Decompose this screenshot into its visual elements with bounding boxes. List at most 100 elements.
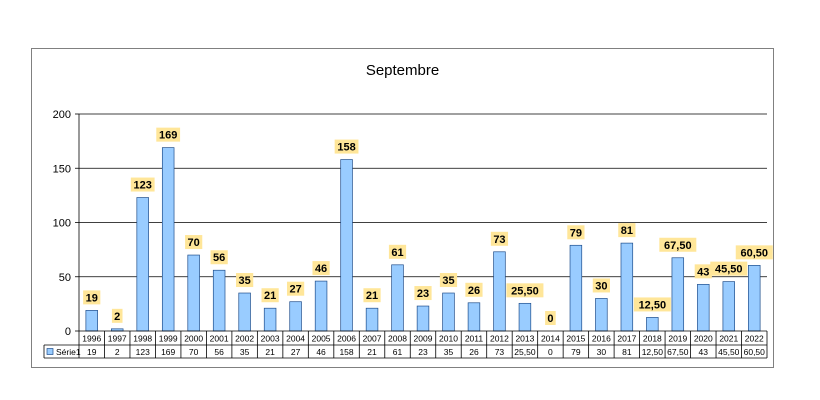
data-label-bg <box>592 278 610 293</box>
data-label-bg <box>185 235 203 250</box>
x-tick-label: 2014 <box>541 334 560 344</box>
data-label-bg <box>465 282 483 297</box>
x-tick-label: 2013 <box>515 334 534 344</box>
x-tick-label: 2001 <box>210 334 229 344</box>
x-tick-label: 2010 <box>439 334 458 344</box>
bar <box>289 301 302 332</box>
x-tick-label: 2000 <box>184 334 203 344</box>
data-label-bg <box>130 177 155 192</box>
chart-title: Septembre <box>365 62 440 79</box>
bar <box>136 197 149 332</box>
data-label-bg <box>334 139 359 154</box>
bar <box>569 244 583 332</box>
bar <box>748 265 761 332</box>
data-label: 56 <box>213 252 225 264</box>
x-tick-label: 2004 <box>286 334 305 344</box>
bar <box>722 281 735 332</box>
data-label-bg <box>83 290 101 305</box>
bar <box>212 269 226 332</box>
table-value: 43 <box>699 347 709 357</box>
data-label: 67,50 <box>664 240 692 252</box>
y-tick-label: 0 <box>65 326 71 338</box>
x-tick-label: 2016 <box>592 334 611 344</box>
data-label: 123 <box>134 180 152 192</box>
data-label-bg <box>210 250 228 265</box>
x-tick-label: 1999 <box>159 334 178 344</box>
table-value: 81 <box>622 347 632 357</box>
table-value: 27 <box>291 347 301 357</box>
data-label: 30 <box>595 280 607 292</box>
x-tick-label: 2009 <box>414 334 433 344</box>
x-tick-label: 2022 <box>745 334 764 344</box>
data-label: 19 <box>86 292 98 304</box>
table-value: 158 <box>339 347 353 357</box>
table-value: 46 <box>316 347 326 357</box>
data-label: 12,50 <box>639 299 667 311</box>
data-label-bg <box>567 225 585 240</box>
table-value: 12,50 <box>642 347 664 357</box>
x-tick-label: 2017 <box>617 334 636 344</box>
table-value: 23 <box>418 347 428 357</box>
x-tick-label: 2008 <box>388 334 407 344</box>
data-label-bg <box>506 283 544 298</box>
legend-series-name: Série1 <box>56 347 81 357</box>
data-label: 169 <box>159 130 177 142</box>
bar <box>340 159 353 332</box>
table-value: 21 <box>367 347 377 357</box>
data-label: 43 <box>697 266 709 278</box>
data-label-bg <box>312 261 330 276</box>
data-label-bg <box>439 273 458 288</box>
data-label-bg <box>694 264 712 279</box>
table-value: 123 <box>136 347 150 357</box>
data-label-bg <box>363 288 381 303</box>
data-label-bg <box>286 281 305 296</box>
data-label: 45,50 <box>715 264 743 276</box>
y-tick-label: 100 <box>53 218 71 230</box>
x-tick-label: 2021 <box>719 334 738 344</box>
bar <box>161 147 175 332</box>
table-value: 61 <box>393 347 403 357</box>
bar <box>646 317 659 332</box>
data-label-bg <box>735 245 773 260</box>
data-label-bg <box>156 127 181 142</box>
data-label: 23 <box>417 288 429 300</box>
bar <box>391 264 404 332</box>
data-label: 73 <box>493 234 505 246</box>
bar <box>314 280 328 332</box>
data-label-bg <box>261 288 279 303</box>
table-value: 21 <box>265 347 275 357</box>
data-label-bg <box>236 273 254 288</box>
data-label-bg <box>633 297 671 312</box>
x-tick-label: 1998 <box>133 334 152 344</box>
bar <box>238 292 251 332</box>
data-label-bg <box>490 231 509 246</box>
x-tick-label: 2003 <box>261 334 280 344</box>
x-tick-label: 2002 <box>235 334 254 344</box>
x-tick-label: 2018 <box>643 334 662 344</box>
bar <box>493 251 506 332</box>
table-value: 19 <box>87 347 97 357</box>
bar <box>518 302 532 332</box>
table-value: 0 <box>548 347 553 357</box>
data-label: 70 <box>188 237 200 249</box>
data-label: 35 <box>239 275 251 287</box>
bar <box>467 302 481 332</box>
data-label: 81 <box>621 225 633 237</box>
table-value: 70 <box>189 347 199 357</box>
table-value: 45,50 <box>718 347 740 357</box>
data-label-bg <box>388 244 407 259</box>
x-tick-label: 2006 <box>337 334 356 344</box>
data-label: 25,50 <box>511 285 539 297</box>
table-value: 35 <box>444 347 454 357</box>
data-label-bg <box>659 237 697 252</box>
data-label: 46 <box>315 263 327 275</box>
table-value: 79 <box>571 347 581 357</box>
x-tick-label: 1996 <box>82 334 101 344</box>
bar <box>595 298 608 332</box>
y-tick-label: 50 <box>59 272 71 284</box>
x-tick-label: 2015 <box>566 334 585 344</box>
y-tick-label: 150 <box>53 163 71 175</box>
data-label-bg <box>618 223 636 238</box>
data-label: 21 <box>264 290 276 302</box>
data-label-bg <box>545 311 556 325</box>
